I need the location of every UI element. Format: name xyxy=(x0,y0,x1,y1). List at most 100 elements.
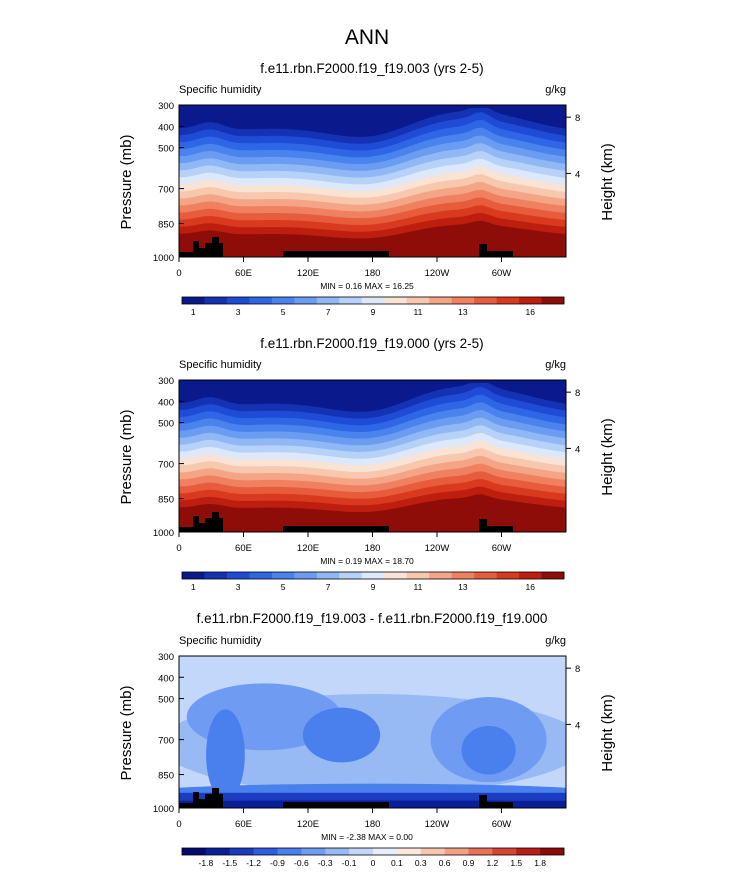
x-tick-label: 180 xyxy=(365,819,381,830)
y-tick-label: 400 xyxy=(158,122,174,133)
colorbar-swatch xyxy=(496,572,520,579)
colorbar-swatch xyxy=(361,297,385,304)
y-tick-label: 300 xyxy=(158,101,174,112)
colorbar-label: 3 xyxy=(236,307,241,317)
stats-text: MIN = 0.16 MAX = 16.25 xyxy=(320,281,414,291)
colorbar-swatch xyxy=(384,297,408,304)
colorbar-frame xyxy=(181,847,565,856)
colorbar-label: -1.8 xyxy=(199,858,214,868)
colorbar-label: 13 xyxy=(458,307,468,317)
y2-axis-label: Height (km) xyxy=(599,143,616,221)
colorbar-label: 1 xyxy=(191,307,196,317)
y2-tick-label: 4 xyxy=(575,444,580,455)
units-label: g/kg xyxy=(545,635,566,647)
panel-3: f.e11.rbn.F2000.f19_f19.003 - f.e11.rbn.… xyxy=(118,611,616,868)
colorbar-label: 0.9 xyxy=(463,858,475,868)
colorbar-swatch xyxy=(271,297,295,304)
contour-band xyxy=(461,725,516,775)
colorbar-swatch xyxy=(451,572,475,579)
panel-title: f.e11.rbn.F2000.f19_f19.003 - f.e11.rbn.… xyxy=(197,611,548,626)
colorbar-swatch xyxy=(249,572,273,579)
plot-area: 300 400 500 700 850 1000 8 4 0 60E 120E 180 120W 60W xyxy=(153,376,580,554)
colorbar-swatch xyxy=(294,297,318,304)
colorbar-swatch xyxy=(349,848,374,855)
colorbar-swatch xyxy=(361,572,385,579)
colorbar-label: 0 xyxy=(371,858,376,868)
colorbar-swatch xyxy=(384,572,408,579)
colorbar-label: 1 xyxy=(191,582,196,592)
y-tick-label: 500 xyxy=(158,144,174,155)
y-tick-label: 500 xyxy=(158,695,174,706)
colorbar-frame xyxy=(181,571,565,580)
colorbar-label: 0.1 xyxy=(391,858,403,868)
colorbar-swatch xyxy=(294,572,318,579)
x-tick-label: 60W xyxy=(492,543,512,554)
contour-band xyxy=(179,792,566,801)
colorbar-swatch xyxy=(316,297,340,304)
y2-tick-label: 4 xyxy=(575,169,580,180)
y2-tick-label: 8 xyxy=(575,388,580,399)
x-tick-label: 60E xyxy=(235,819,252,830)
topography-mask xyxy=(179,788,513,808)
colorbar-label: 7 xyxy=(326,307,331,317)
x-tick-label: 120E xyxy=(297,543,319,554)
contour-band xyxy=(302,707,381,763)
y-tick-label: 1000 xyxy=(153,253,174,264)
panel-2: f.e11.rbn.F2000.f19_f19.000 (yrs 2-5) Sp… xyxy=(118,336,616,592)
y-axis-label: Pressure (mb) xyxy=(118,685,135,780)
y-tick-label: 1000 xyxy=(153,804,174,815)
topography-mask xyxy=(179,512,513,532)
colorbar-swatch xyxy=(204,297,228,304)
plot-area: 300 400 500 700 850 1000 8 4 0 60E 120E 180 120W 60W xyxy=(153,652,580,830)
colorbar-swatch xyxy=(541,572,565,579)
colorbar-swatch xyxy=(226,297,250,304)
x-tick-label: 120W xyxy=(425,543,450,554)
colorbar-swatch xyxy=(339,297,363,304)
colorbar-swatch xyxy=(444,848,469,855)
colorbar-label: 7 xyxy=(326,582,331,592)
colorbar-swatch xyxy=(396,848,422,855)
colorbar-swatch xyxy=(229,848,254,855)
colorbar-label: 5 xyxy=(281,307,286,317)
colorbar-swatch xyxy=(429,297,452,304)
colorbar-label: 16 xyxy=(526,307,536,317)
x-tick-label: 60E xyxy=(235,543,252,554)
y-tick-label: 700 xyxy=(158,736,174,747)
x-tick-label: 180 xyxy=(365,268,381,279)
colorbar-label: 13 xyxy=(458,582,468,592)
colorbar-swatch xyxy=(373,848,398,855)
x-tick-label: 120E xyxy=(297,819,319,830)
y-tick-label: 850 xyxy=(158,220,174,231)
x-tick-label: 180 xyxy=(365,543,381,554)
colorbar-swatch xyxy=(182,572,205,579)
colorbar: -1.8 -1.5 -1.2 -0.9 -0.6 -0.3 -0.1 0 0.1 0.3 0.6 0.… xyxy=(181,847,565,868)
colorbar-swatch xyxy=(429,572,452,579)
colorbar-swatch xyxy=(325,848,350,855)
colorbar: 1 3 5 7 9 11 13 16 xyxy=(181,296,565,317)
colorbar-label: 9 xyxy=(371,307,376,317)
y-axis-label: Pressure (mb) xyxy=(118,134,135,229)
colorbar-swatch xyxy=(205,848,231,855)
colorbar-label: 5 xyxy=(281,582,286,592)
colorbar-swatch xyxy=(451,297,475,304)
figure-title: ANN xyxy=(345,26,389,49)
colorbar-label: -0.1 xyxy=(342,858,357,868)
x-tick-label: 60W xyxy=(492,268,512,279)
plot-area: 300 400 500 700 850 1000 8 4 0 60E 120E 180 120W 60W xyxy=(153,101,580,279)
y2-tick-label: 4 xyxy=(575,720,580,731)
colorbar-swatch xyxy=(226,572,250,579)
y-axis-label: Pressure (mb) xyxy=(118,409,135,504)
colorbar-swatch xyxy=(301,848,326,855)
colorbar-swatch xyxy=(492,848,517,855)
y-tick-label: 700 xyxy=(158,185,174,196)
field-label: Specific humidity xyxy=(179,635,262,647)
y2-axis-label: Height (km) xyxy=(599,418,616,496)
x-tick-label: 120E xyxy=(297,268,319,279)
colorbar: 1 3 5 7 9 11 13 16 xyxy=(181,571,565,592)
y-tick-label: 300 xyxy=(158,652,174,663)
colorbar-swatch xyxy=(271,572,295,579)
colorbar-label: -0.9 xyxy=(270,858,285,868)
colorbar-label: 16 xyxy=(526,582,536,592)
panel-title: f.e11.rbn.F2000.f19_f19.003 (yrs 2-5) xyxy=(260,61,483,76)
colorbar-label: 11 xyxy=(414,307,423,317)
